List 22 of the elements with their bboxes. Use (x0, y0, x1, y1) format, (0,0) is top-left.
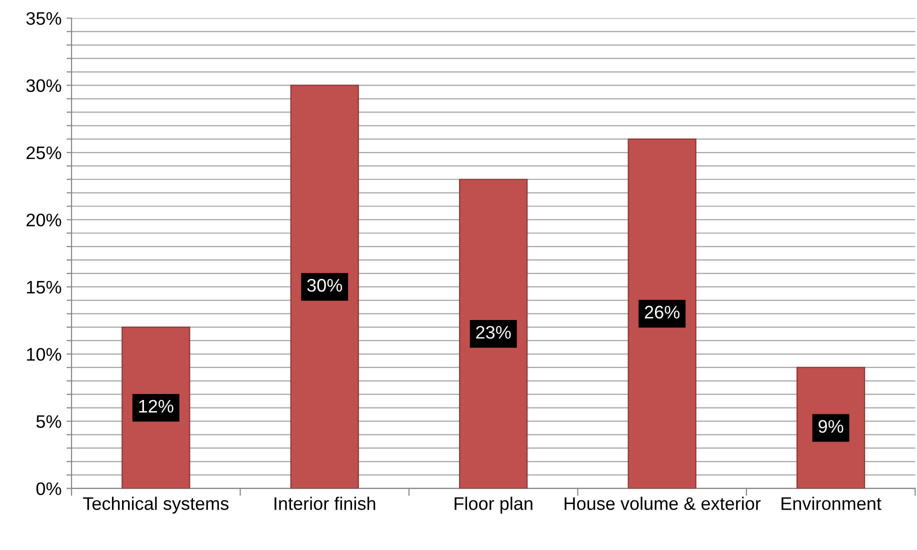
y-tick-label: 30% (26, 79, 62, 92)
data-label: 12% (139, 400, 174, 413)
data-label: 26% (644, 306, 680, 319)
y-tick-label: 15% (27, 280, 62, 294)
x-tick-label: Floor plan (454, 496, 532, 514)
y-tick-label: 20% (26, 214, 62, 226)
data-label: 30% (307, 278, 342, 292)
x-tick-label: Technical systems (83, 496, 228, 514)
data-label: 9% (818, 420, 844, 433)
bar (628, 138, 696, 488)
x-tick-label: Environment (782, 496, 882, 510)
x-tick-label: Interior finish (274, 496, 376, 510)
y-tick-label: 25% (26, 146, 62, 160)
x-tick-label: House volume & exterior (564, 496, 761, 510)
y-tick-label: 10% (27, 348, 62, 361)
y-tick-label: 35% (26, 12, 62, 25)
y-tick-label: 0% (36, 482, 62, 496)
data-label: 23% (476, 326, 511, 339)
bar (459, 178, 528, 488)
bar (122, 326, 190, 488)
bar (290, 84, 359, 488)
y-tick-label: 5% (36, 415, 62, 428)
